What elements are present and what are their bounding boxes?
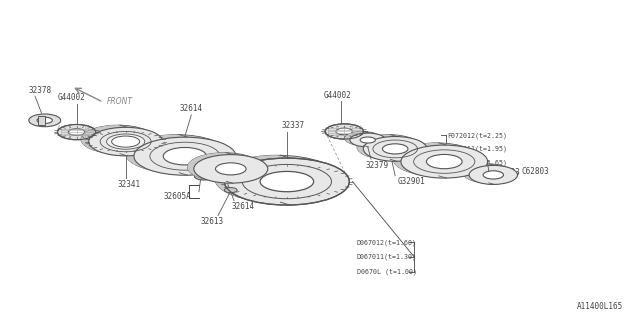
Ellipse shape <box>194 155 268 183</box>
Polygon shape <box>436 152 462 169</box>
Polygon shape <box>81 125 125 156</box>
Text: D0670L (t=1.00): D0670L (t=1.00) <box>357 268 417 275</box>
Text: FRONT: FRONT <box>106 97 132 106</box>
Text: 32605A: 32605A <box>164 192 191 201</box>
Ellipse shape <box>345 132 381 145</box>
Text: D067011(t=1.30): D067011(t=1.30) <box>357 254 417 260</box>
Ellipse shape <box>163 148 207 165</box>
Text: D52803: D52803 <box>492 168 520 177</box>
Ellipse shape <box>125 135 228 173</box>
Polygon shape <box>225 161 246 175</box>
Ellipse shape <box>401 145 488 178</box>
Text: D067012(t=1.60): D067012(t=1.60) <box>357 239 417 246</box>
Text: C62803: C62803 <box>522 167 550 176</box>
Polygon shape <box>277 169 314 192</box>
Bar <box>38 116 45 125</box>
Ellipse shape <box>216 163 246 175</box>
Polygon shape <box>125 135 185 175</box>
Ellipse shape <box>111 136 140 147</box>
Ellipse shape <box>483 171 504 179</box>
Text: 32614: 32614 <box>180 104 203 113</box>
Polygon shape <box>118 134 140 147</box>
Ellipse shape <box>89 127 163 156</box>
Polygon shape <box>394 143 444 178</box>
Polygon shape <box>215 155 287 205</box>
Text: 32379: 32379 <box>366 161 389 170</box>
Ellipse shape <box>463 164 512 183</box>
Text: G32901: G32901 <box>397 178 425 187</box>
Ellipse shape <box>469 165 518 184</box>
Text: G44002: G44002 <box>324 91 352 100</box>
Text: 32613: 32613 <box>200 217 223 226</box>
Polygon shape <box>345 132 368 147</box>
Text: A11400L165: A11400L165 <box>577 302 623 311</box>
Ellipse shape <box>350 133 386 147</box>
Text: F072012(t=2.25): F072012(t=2.25) <box>447 132 508 139</box>
Ellipse shape <box>383 144 408 154</box>
Polygon shape <box>357 135 395 161</box>
Polygon shape <box>389 142 408 154</box>
Ellipse shape <box>188 153 261 181</box>
Text: 32614: 32614 <box>232 202 255 211</box>
Ellipse shape <box>426 155 462 169</box>
Ellipse shape <box>225 188 237 193</box>
Text: F07201 (t=1.65): F07201 (t=1.65) <box>447 160 508 166</box>
Ellipse shape <box>111 136 140 147</box>
Polygon shape <box>463 164 493 184</box>
Text: 32341: 32341 <box>117 180 140 189</box>
Ellipse shape <box>394 143 480 176</box>
Ellipse shape <box>58 124 96 140</box>
Ellipse shape <box>225 158 349 205</box>
Ellipse shape <box>106 134 145 149</box>
Ellipse shape <box>68 129 85 135</box>
Ellipse shape <box>325 124 364 139</box>
Ellipse shape <box>195 173 214 180</box>
Polygon shape <box>177 145 207 165</box>
Ellipse shape <box>215 155 340 202</box>
Ellipse shape <box>360 137 376 143</box>
Ellipse shape <box>134 137 236 175</box>
Ellipse shape <box>81 125 155 154</box>
Polygon shape <box>363 135 376 143</box>
Polygon shape <box>488 169 504 179</box>
Text: G44002: G44002 <box>58 93 85 102</box>
Text: F072011(t=1.95): F072011(t=1.95) <box>447 146 508 152</box>
Text: 32337: 32337 <box>282 121 305 130</box>
Polygon shape <box>188 153 231 183</box>
Ellipse shape <box>357 135 420 159</box>
Ellipse shape <box>336 128 353 135</box>
Ellipse shape <box>364 137 427 161</box>
Ellipse shape <box>37 117 52 124</box>
Text: 32378: 32378 <box>29 86 52 95</box>
Ellipse shape <box>260 172 314 192</box>
Ellipse shape <box>29 114 61 127</box>
